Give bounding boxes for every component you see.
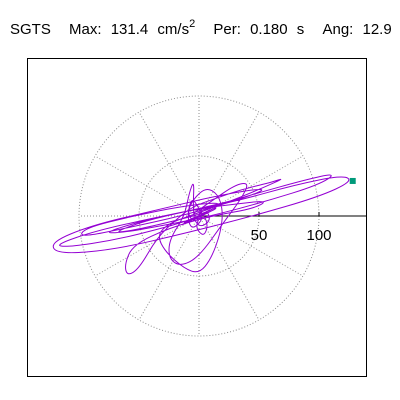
axis-layer: 50 100 bbox=[199, 212, 366, 244]
angle-label: Ang: bbox=[322, 21, 354, 38]
chart-header: SGTS Max: 131.4 cm/s2 Per: 0.180 s Ang: … bbox=[10, 18, 392, 40]
max-point-marker bbox=[349, 177, 356, 184]
grid-spoke-120 bbox=[138, 111, 200, 217]
station-code: SGTS bbox=[10, 21, 51, 38]
plot-frame bbox=[27, 58, 367, 377]
grid-spoke-240 bbox=[138, 215, 200, 321]
grid-spoke-150 bbox=[94, 155, 200, 217]
tick-label-50: 50 bbox=[251, 227, 268, 244]
grid-spoke-300 bbox=[198, 215, 260, 321]
orbit-layer bbox=[52, 174, 350, 275]
tick-label-100: 100 bbox=[306, 227, 331, 244]
marker-layer bbox=[349, 177, 356, 184]
period-unit: s bbox=[296, 21, 305, 38]
period-value: 0.180 bbox=[250, 21, 288, 38]
period-label: Per: bbox=[213, 21, 241, 38]
grid-spoke-330 bbox=[198, 215, 304, 277]
max-unit: cm/s bbox=[157, 21, 190, 38]
grid-spoke-210 bbox=[94, 215, 200, 277]
angle-value: 12.9 bbox=[362, 21, 392, 38]
max-value: 131.4 bbox=[110, 21, 149, 38]
grid-spoke-60 bbox=[198, 111, 260, 217]
max-unit-exponent: 2 bbox=[189, 18, 196, 30]
grid-spoke-30 bbox=[198, 155, 304, 217]
max-label: Max: bbox=[69, 21, 102, 38]
orbit-trace bbox=[52, 174, 350, 275]
